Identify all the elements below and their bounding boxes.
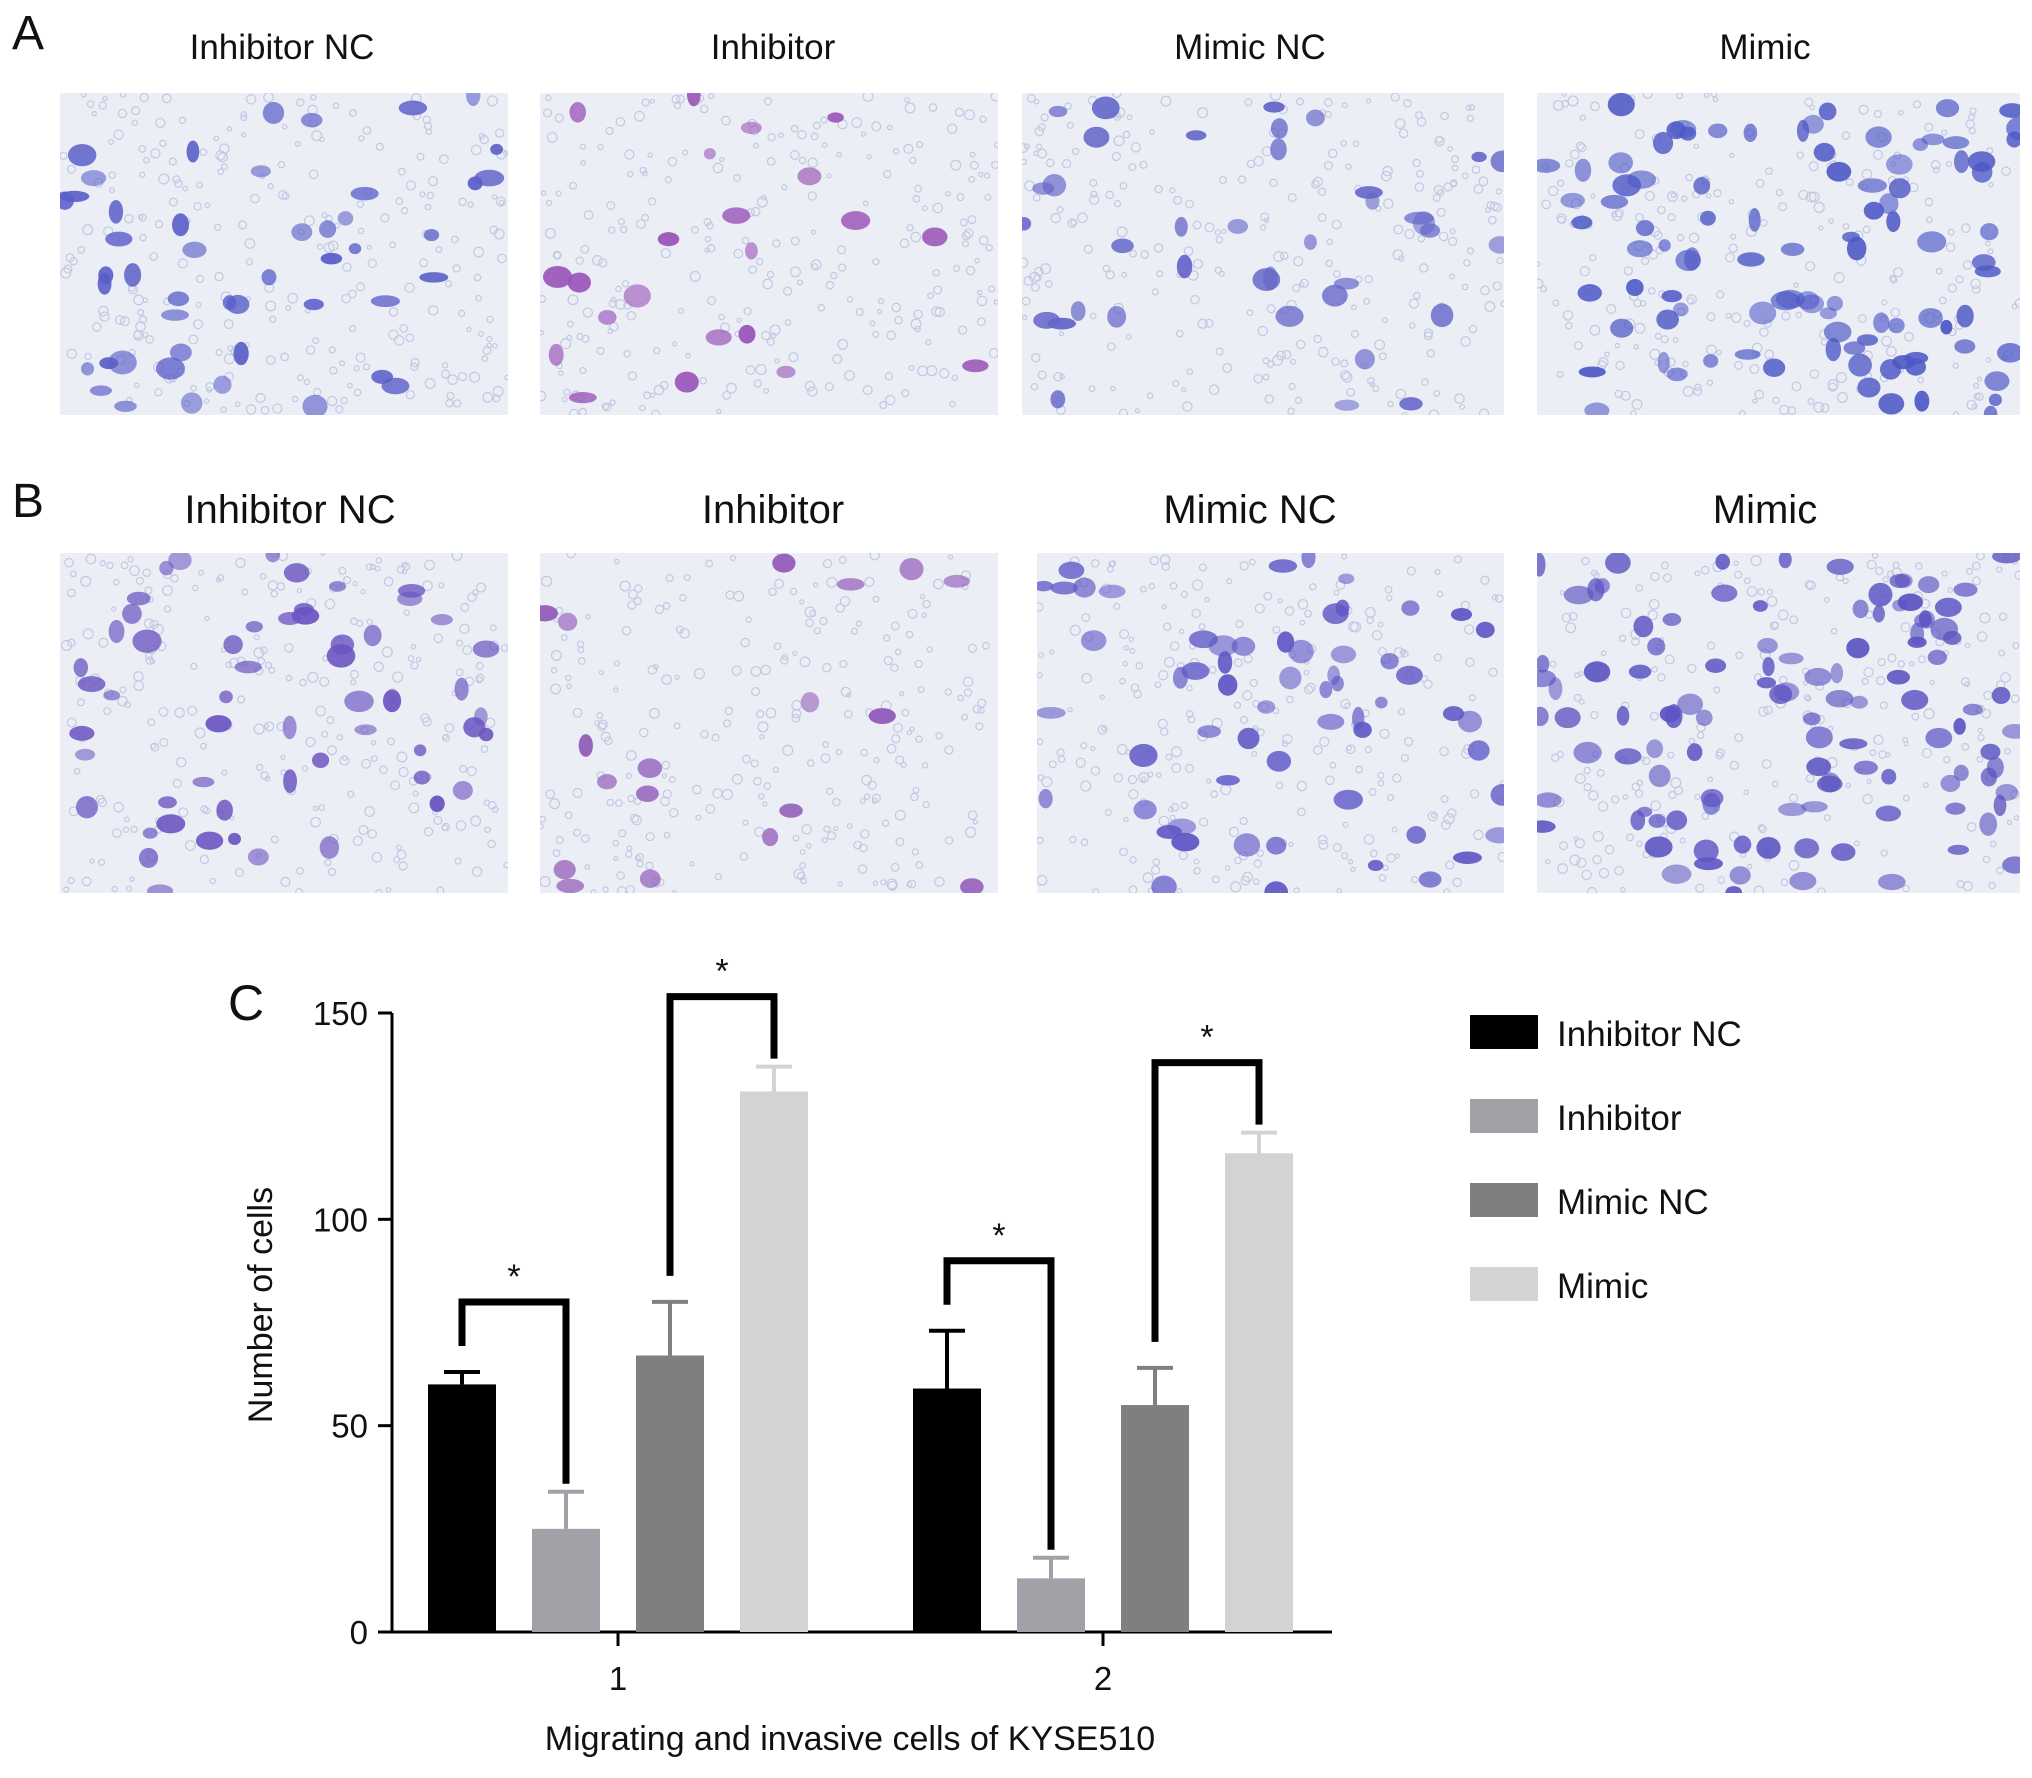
panel-b-micrograph-mimic-nc	[1037, 553, 1504, 893]
bar	[1017, 1578, 1085, 1632]
legend-label: Mimic NC	[1557, 1183, 1709, 1222]
y-tick-label: 0	[350, 1614, 368, 1651]
panel-b-label-inhibitor: Inhibitor	[701, 488, 845, 532]
panel-b-micrograph-inhibitor	[540, 553, 998, 893]
bar	[636, 1355, 704, 1632]
panel-a-label-mimic-nc: Mimic NC	[1174, 28, 1326, 67]
panel-a-micrograph-inhibitor-nc	[60, 93, 508, 415]
panel-a-micrograph-inhibitor	[540, 93, 998, 415]
legend: Inhibitor NC Inhibitor Mimic NC Mimic	[1470, 1015, 1742, 1306]
panel-letter-b: B	[12, 475, 45, 528]
significance-bracket	[666, 993, 778, 1276]
bar	[1121, 1405, 1189, 1632]
bar	[740, 1091, 808, 1632]
legend-label: Mimic	[1557, 1267, 1648, 1306]
panel-b-micrograph-mimic	[1537, 553, 2020, 893]
significance-bracket	[1151, 1059, 1263, 1342]
x-tick-label: 1	[609, 1660, 627, 1697]
legend-label: Inhibitor	[1557, 1099, 1682, 1138]
panel-letter-a: A	[12, 7, 45, 60]
panel-a-micrograph-mimic-nc	[1022, 93, 1504, 415]
legend-swatch	[1470, 1015, 1538, 1049]
legend-label: Inhibitor NC	[1557, 1015, 1742, 1054]
panel-a-micrograph-mimic	[1537, 93, 2020, 415]
panel-c-bar-chart: C 0 50 100 150 1 * * 2 * * Number of cells Migrat…	[0, 950, 2032, 1773]
panel-b-label-mimic-nc: Mimic NC	[1163, 488, 1337, 532]
chart-svg: C 0 50 100 150 1 * * 2 * * Number of cells Migrat…	[228, 953, 1742, 1758]
x-tick-label: 2	[1094, 1660, 1112, 1697]
x-axis-label: Migrating and invasive cells of KYSE510	[545, 1720, 1155, 1758]
panel-a-label-mimic: Mimic	[1719, 28, 1811, 67]
significance-star: *	[1200, 1019, 1213, 1057]
y-tick-label: 150	[313, 995, 368, 1032]
panel-letter-c: C	[228, 975, 264, 1031]
significance-bracket	[943, 1257, 1055, 1550]
bar	[428, 1384, 496, 1632]
significance-star: *	[507, 1258, 520, 1296]
legend-swatch	[1470, 1099, 1538, 1133]
panel-b-micrograph-inhibitor-nc	[60, 553, 508, 893]
y-tick-label: 100	[313, 1201, 368, 1238]
significance-star: *	[992, 1217, 1005, 1255]
legend-swatch	[1470, 1267, 1538, 1301]
bar	[532, 1528, 600, 1632]
significance-bracket	[458, 1298, 570, 1484]
panel-b-label-inhibitor-nc: Inhibitor NC	[184, 488, 396, 532]
bar	[913, 1388, 981, 1632]
bar	[1225, 1153, 1293, 1632]
plot-area: 0 50 100 150 1 * * 2 * *	[313, 953, 1332, 1697]
significance-star: *	[715, 953, 728, 991]
legend-swatch	[1470, 1183, 1538, 1217]
y-axis-label: Number of cells	[242, 1187, 280, 1423]
y-tick-label: 50	[331, 1408, 368, 1445]
panel-a-label-inhibitor: Inhibitor	[710, 28, 836, 67]
panel-b-label-mimic: Mimic	[1712, 488, 1818, 532]
panel-a-label-inhibitor-nc: Inhibitor NC	[189, 28, 375, 67]
